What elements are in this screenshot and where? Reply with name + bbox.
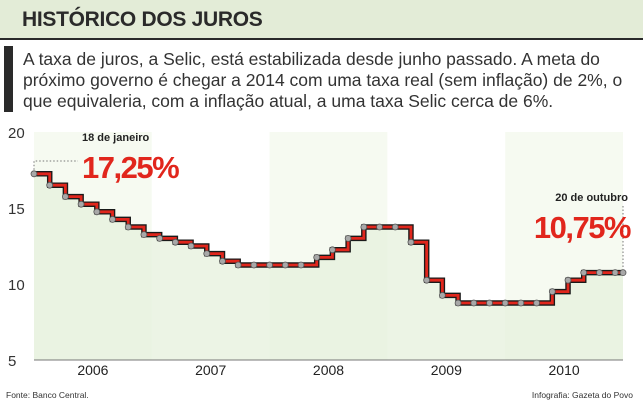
data-point: [266, 261, 274, 269]
data-point: [564, 276, 572, 284]
data-point: [454, 299, 462, 307]
data-point: [533, 299, 541, 307]
x-tick-label: 2008: [313, 362, 344, 378]
y-tick-label: 5: [8, 353, 16, 370]
subtitle-accent-bar: [4, 46, 13, 112]
data-point: [281, 261, 289, 269]
area-fill: [34, 173, 623, 360]
data-point: [93, 208, 101, 216]
data-point: [580, 269, 588, 277]
annotation-date-label: 20 de outubro: [555, 192, 628, 204]
data-point: [438, 291, 446, 299]
data-point: [423, 276, 431, 284]
data-point: [329, 246, 336, 254]
data-point: [344, 234, 352, 242]
data-point: [470, 299, 478, 307]
data-point: [46, 181, 54, 189]
data-point: [203, 250, 211, 258]
y-tick-label: 20: [8, 125, 25, 142]
data-point: [297, 261, 305, 269]
x-tick-label: 2006: [77, 362, 108, 378]
page-title: HISTÓRICO DOS JUROS: [22, 8, 263, 31]
subtitle-text: A taxa de juros, a Selic, está estabiliz…: [23, 49, 623, 111]
data-point: [619, 269, 627, 277]
data-point: [171, 238, 179, 246]
series-line: [34, 172, 623, 305]
y-tick-label: 10: [8, 277, 25, 294]
data-point: [219, 257, 226, 265]
data-point: [30, 170, 38, 178]
annotation-value-label: 17,25%: [82, 150, 179, 185]
data-point: [156, 234, 164, 242]
data-point: [234, 261, 242, 269]
data-point: [611, 269, 619, 277]
data-point: [596, 269, 603, 277]
data-point: [124, 223, 132, 231]
data-point: [250, 261, 258, 269]
data-point: [407, 238, 415, 246]
data-point: [376, 223, 383, 231]
data-point: [548, 288, 556, 296]
header-bar: HISTÓRICO DOS JUROS: [0, 0, 643, 40]
annotation-date-label: 18 de janeiro: [82, 132, 150, 144]
data-point: [517, 299, 525, 307]
x-tick-label: 2009: [431, 362, 462, 378]
data-point: [391, 223, 399, 231]
data-point: [140, 231, 148, 239]
data-point: [486, 299, 493, 307]
x-tick-label: 2010: [549, 362, 580, 378]
x-tick-label: 2007: [195, 362, 226, 378]
data-point: [501, 299, 509, 307]
annotation-value-label: 10,75%: [534, 210, 631, 245]
data-point: [62, 193, 69, 201]
data-point: [109, 215, 116, 223]
y-tick-label: 15: [8, 201, 25, 218]
data-point: [187, 242, 195, 250]
data-point: [313, 253, 321, 261]
data-point: [77, 200, 85, 208]
source-note: Fonte: Banco Central.: [6, 390, 89, 400]
credit-note: Infografia: Gazeta do Povo: [531, 390, 633, 400]
data-point: [360, 223, 368, 231]
